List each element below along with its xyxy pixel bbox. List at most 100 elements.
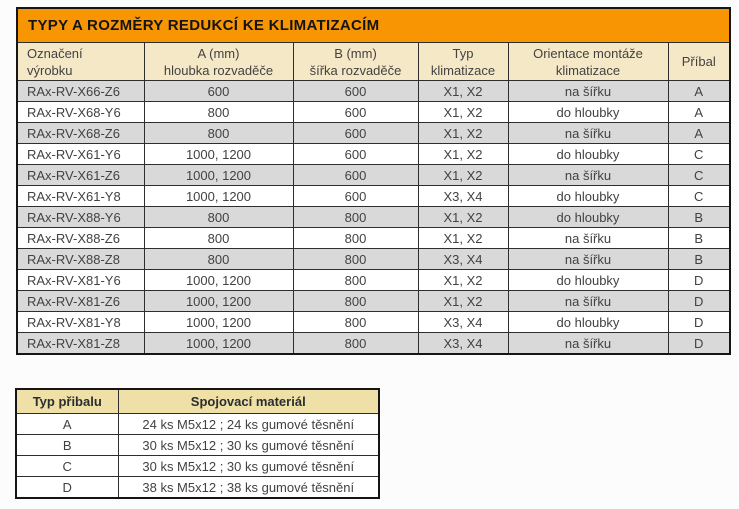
table-row: C 30 ks M5x12 ; 30 ks gumové těsnění: [15, 455, 380, 477]
cell-product-code: RAx-RV-X81-Z6: [16, 290, 145, 312]
cell-depth-a: 800: [143, 227, 294, 249]
cell-depth-a: 1000, 1200: [143, 311, 294, 333]
column-header-line: klimatizace: [430, 62, 496, 78]
cell-accessory-type: A: [667, 122, 731, 144]
table-row: RAx-RV-X68-Z6 800 600 X1, X2 na šířku A: [16, 122, 731, 144]
cell-mount-orientation: do hloubky: [507, 101, 669, 123]
cell-depth-a: 1000, 1200: [143, 185, 294, 207]
cell-joining-material: 24 ks M5x12 ; 24 ks gumové těsnění: [117, 413, 380, 435]
cell-accessory-type: B: [667, 206, 731, 228]
accessory-table-body: A 24 ks M5x12 ; 24 ks gumové těsnění B 30 k…: [15, 413, 380, 499]
column-header-line: B (mm): [334, 45, 377, 61]
column-header-line: výrobku: [27, 62, 73, 78]
cell-accessory-type: D: [667, 332, 731, 355]
column-header-line: Typ: [452, 45, 474, 61]
cell-accessory-type: A: [667, 101, 731, 123]
cell-ac-type: X1, X2: [417, 143, 509, 165]
cell-mount-orientation: na šířku: [507, 248, 669, 270]
column-header-width-b: B (mm) šířka rozvaděče: [292, 42, 419, 81]
cell-width-b: 800: [292, 332, 419, 355]
cell-ac-type: X3, X4: [417, 248, 509, 270]
table-row: RAx-RV-X88-Z8 800 800 X3, X4 na šířku B: [16, 248, 731, 270]
cell-ac-type: X1, X2: [417, 164, 509, 186]
cell-product-code: RAx-RV-X61-Y8: [16, 185, 145, 207]
cell-ac-type: X1, X2: [417, 80, 509, 102]
cell-width-b: 800: [292, 227, 419, 249]
cell-accessory-type: C: [667, 164, 731, 186]
cell-depth-a: 800: [143, 206, 294, 228]
cell-joining-material: 30 ks M5x12 ; 30 ks gumové těsnění: [117, 434, 380, 456]
cell-joining-material: 30 ks M5x12 ; 30 ks gumové těsnění: [117, 455, 380, 477]
table-row: RAx-RV-X88-Z6 800 800 X1, X2 na šířku B: [16, 227, 731, 249]
header-row: Typ přibalu Spojovací materiál: [15, 388, 380, 414]
cell-depth-a: 1000, 1200: [143, 290, 294, 312]
cell-product-code: RAx-RV-X88-Y6: [16, 206, 145, 228]
cell-mount-orientation: na šířku: [507, 290, 669, 312]
cell-mount-orientation: do hloubky: [507, 269, 669, 291]
table-row: A 24 ks M5x12 ; 24 ks gumové těsnění: [15, 413, 380, 435]
cell-depth-a: 1000, 1200: [143, 164, 294, 186]
table-row: RAx-RV-X61-Z6 1000, 1200 600 X1, X2 na šířku…: [16, 164, 731, 186]
cell-mount-orientation: do hloubky: [507, 206, 669, 228]
column-header-line: A (mm): [197, 45, 240, 61]
table-row: D 38 ks M5x12 ; 38 ks gumové těsnění: [15, 476, 380, 499]
cell-width-b: 800: [292, 269, 419, 291]
cell-product-code: RAx-RV-X81-Z8: [16, 332, 145, 355]
cell-accessory-type: C: [667, 143, 731, 165]
table-row: RAx-RV-X88-Y6 800 800 X1, X2 do hloubky B: [16, 206, 731, 228]
cell-product-code: RAx-RV-X88-Z6: [16, 227, 145, 249]
table-title: TYPY A ROZMĚRY REDUKCÍ KE KLIMATIZACÍM: [16, 7, 731, 43]
cell-accessory-type: C: [15, 455, 119, 477]
cell-ac-type: X1, X2: [417, 122, 509, 144]
cell-width-b: 600: [292, 164, 419, 186]
cell-mount-orientation: do hloubky: [507, 311, 669, 333]
cell-width-b: 800: [292, 248, 419, 270]
cell-accessory-type: D: [667, 311, 731, 333]
cell-ac-type: X1, X2: [417, 101, 509, 123]
column-header-line: Orientace montáže: [533, 45, 643, 61]
main-table-body: RAx-RV-X66-Z6 600 600 X1, X2 na šířku A RAx-RV…: [16, 80, 731, 355]
cell-width-b: 600: [292, 80, 419, 102]
cell-mount-orientation: na šířku: [507, 332, 669, 355]
cell-ac-type: X1, X2: [417, 269, 509, 291]
cell-accessory-type: C: [667, 185, 731, 207]
reduction-types-table: TYPY A ROZMĚRY REDUKCÍ KE KLIMATIZACÍM O…: [16, 7, 731, 355]
cell-mount-orientation: do hloubky: [507, 143, 669, 165]
cell-joining-material: 38 ks M5x12 ; 38 ks gumové těsnění: [117, 476, 380, 499]
cell-accessory-type: A: [15, 413, 119, 435]
cell-mount-orientation: na šířku: [507, 80, 669, 102]
table-row: RAx-RV-X61-Y8 1000, 1200 600 X3, X4 do hloub…: [16, 185, 731, 207]
cell-product-code: RAx-RV-X68-Y6: [16, 101, 145, 123]
column-header-joining-material: Spojovací materiál: [117, 388, 380, 414]
table-row: RAx-RV-X81-Z6 1000, 1200 800 X1, X2 na šířku…: [16, 290, 731, 312]
cell-product-code: RAx-RV-X81-Y8: [16, 311, 145, 333]
cell-width-b: 600: [292, 185, 419, 207]
cell-accessory-type: D: [667, 290, 731, 312]
cell-mount-orientation: na šířku: [507, 227, 669, 249]
cell-width-b: 800: [292, 290, 419, 312]
cell-mount-orientation: na šířku: [507, 122, 669, 144]
cell-product-code: RAx-RV-X68-Z6: [16, 122, 145, 144]
cell-depth-a: 800: [143, 122, 294, 144]
column-header-accessory-type: Typ přibalu: [15, 388, 119, 414]
cell-ac-type: X1, X2: [417, 290, 509, 312]
cell-width-b: 600: [292, 101, 419, 123]
cell-mount-orientation: do hloubky: [507, 185, 669, 207]
cell-product-code: RAx-RV-X81-Y6: [16, 269, 145, 291]
table-row: B 30 ks M5x12 ; 30 ks gumové těsnění: [15, 434, 380, 456]
cell-product-code: RAx-RV-X61-Y6: [16, 143, 145, 165]
table-row: RAx-RV-X66-Z6 600 600 X1, X2 na šířku A: [16, 80, 731, 102]
cell-mount-orientation: na šířku: [507, 164, 669, 186]
table-row: RAx-RV-X81-Z8 1000, 1200 800 X3, X4 na šířku…: [16, 332, 731, 355]
cell-accessory-type: B: [667, 248, 731, 270]
cell-ac-type: X1, X2: [417, 227, 509, 249]
column-header-line: šířka rozvaděče: [309, 62, 402, 78]
column-header-mount-orientation: Orientace montáže klimatizace: [507, 42, 669, 81]
column-header-line: Příbal: [681, 54, 716, 69]
cell-product-code: RAx-RV-X88-Z8: [16, 248, 145, 270]
cell-depth-a: 1000, 1200: [143, 143, 294, 165]
column-header-line: Označení: [27, 45, 83, 61]
column-header-accessory: Příbal: [667, 42, 731, 81]
column-header-depth-a: A (mm) hloubka rozvaděče: [143, 42, 294, 81]
table-row: RAx-RV-X81-Y8 1000, 1200 800 X3, X4 do hloub…: [16, 311, 731, 333]
